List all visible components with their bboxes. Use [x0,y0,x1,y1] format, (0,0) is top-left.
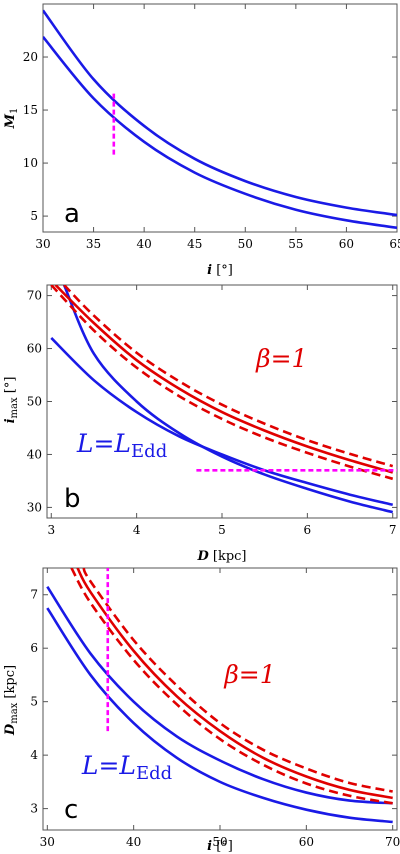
y-axis-label: M1 [3,108,20,130]
y-tick-label: 6 [30,641,38,655]
series-line-4 [63,285,394,468]
panel-letter: b [64,484,81,514]
x-tick-label: 40 [137,237,152,251]
x-tick-label: 60 [339,237,354,251]
plot-frame [42,3,398,233]
plot-area [46,568,393,824]
chart-panel-b: 3 4 5 6 7 30 40 50 60 70 β=1 L=LEdd b D [kpc] imax [°] [3,284,398,564]
y-tick-label: 60 [27,342,42,356]
x-tick-label: 30 [40,835,55,849]
y-tick-label: 15 [23,103,38,117]
series-line-1 [43,9,397,217]
y-tick-label: 7 [30,588,38,602]
x-tick-label: 45 [187,237,202,251]
y-tick-label: 40 [27,447,42,461]
x-tick-label: 50 [238,237,253,251]
series-line-2 [46,607,393,824]
series-line-2 [62,285,394,514]
annotation-subscript: Edd [136,763,172,784]
y-tick-label: 4 [30,748,38,762]
x-tick-label: 4 [133,523,141,537]
series-line-1 [50,337,394,507]
x-axis-label: i [°] [207,263,233,278]
series-line-3 [76,568,393,800]
plot-area [43,9,397,230]
annotation: β=1 [223,660,275,689]
y-tick-label: 5 [30,209,38,223]
x-axis-label: D [kpc] [196,549,246,564]
series-line-2 [43,36,397,230]
x-tick-label: 40 [126,835,141,849]
y-tick-label: 3 [30,802,38,816]
x-tick-label: 3 [47,523,55,537]
annotation: L=LEdd [81,751,172,784]
y-tick-label: 50 [27,395,42,409]
x-tick-label: 35 [86,237,101,251]
annotation: L=LEdd [76,429,167,462]
series-line-5 [70,568,393,805]
x-tick-label: 65 [389,237,400,251]
series-line-1 [46,586,393,805]
x-tick-label: 6 [304,523,312,537]
y-tick-label: 5 [30,695,38,709]
plot-area [50,285,397,514]
x-tick-label: 7 [389,523,397,537]
x-tick-label: 70 [385,835,400,849]
annotation: β=1 [255,344,307,373]
y-tick-label: 10 [23,156,38,170]
x-tick-label: 55 [288,237,303,251]
x-tick-label: 60 [299,835,314,849]
x-tick-label: 5 [218,523,226,537]
y-tick-label: 30 [27,500,42,514]
series-line-4 [82,568,393,793]
x-tick-label: 30 [35,237,50,251]
panel-letter: c [64,795,78,825]
y-axis-label: imax [°] [3,377,20,424]
series-line-3 [54,285,394,474]
series-line-5 [50,285,394,481]
y-tick-label: 20 [23,50,38,64]
chart-panel-a: 30 35 40 45 50 55 60 65 5 10 15 20 a i [°] M1 [3,3,400,278]
x-axis-label: i [°] [207,839,233,854]
y-tick-label: 70 [27,289,42,303]
panel-letter: a [64,199,80,229]
plot-frame [42,567,398,831]
annotation-subscript: Edd [131,441,167,462]
x-tick-label: 50 [212,835,227,849]
y-axis-label: Dmax [kpc] [3,665,20,736]
